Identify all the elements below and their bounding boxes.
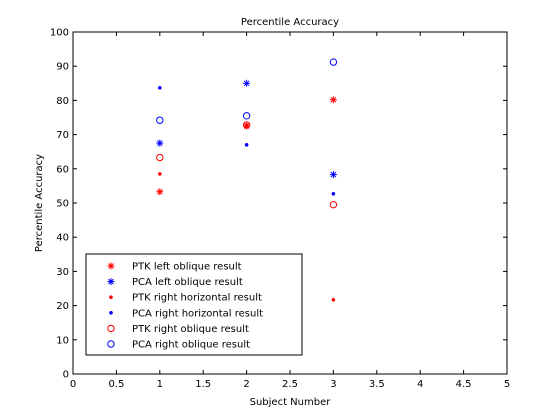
legend-marker — [109, 295, 113, 300]
y-axis-ticks: 0 10 20 30 40 50 60 70 80 90 100 — [50, 28, 507, 381]
y-tick-label: 70 — [56, 130, 69, 141]
legend-entry: PCA left oblique result — [132, 277, 243, 288]
data-point — [329, 96, 337, 104]
legend-marker — [107, 262, 115, 270]
y-tick-label: 20 — [56, 301, 69, 312]
data-point — [329, 201, 338, 209]
data-point — [244, 123, 249, 127]
data-point — [329, 58, 338, 66]
x-tick-label: 1 — [157, 379, 163, 390]
y-tick-label: 0 — [63, 370, 69, 381]
x-tick-label: 4.5 — [456, 379, 472, 390]
x-tick-label: 2 — [243, 379, 249, 390]
y-tick-label: 50 — [56, 199, 69, 210]
legend-entry: PTK right horizontal result — [132, 293, 262, 304]
data-point — [156, 139, 164, 147]
legend-marker — [107, 278, 115, 286]
legend-box — [85, 253, 303, 356]
x-tick-label: 3.5 — [369, 379, 385, 390]
data-point — [156, 153, 164, 162]
data-points — [156, 58, 338, 302]
legend-marker — [107, 340, 115, 348]
x-axis-label: Subject Number — [250, 397, 332, 408]
y-tick-label: 60 — [56, 164, 69, 175]
legend-marker — [109, 311, 113, 315]
legend: PTK left oblique result PCA left oblique … — [85, 253, 303, 356]
y-tick-label: 10 — [56, 335, 69, 346]
data-point — [331, 297, 336, 302]
legend-entry: PCA right horizontal result — [132, 308, 263, 319]
data-point — [243, 79, 251, 87]
y-tick-label: 80 — [56, 96, 69, 107]
chart-title: Percentile Accuracy — [241, 17, 339, 28]
x-axis-ticks: 0 0.5 1 1.5 2 2.5 3 3.5 4 4.5 5 — [70, 32, 510, 390]
data-point — [242, 121, 251, 129]
x-tick-label: 2.5 — [282, 379, 298, 390]
x-tick-label: 0.5 — [108, 379, 124, 390]
x-tick-label: 5 — [504, 379, 510, 390]
legend-marker — [107, 324, 115, 333]
data-point — [156, 188, 164, 196]
data-point — [244, 143, 249, 147]
x-tick-label: 0 — [70, 379, 76, 390]
data-point — [331, 191, 336, 196]
y-axis-label: Percentile Accuracy — [34, 154, 45, 252]
data-point — [329, 171, 337, 179]
y-tick-label: 100 — [50, 28, 69, 39]
data-point — [158, 85, 162, 90]
x-tick-label: 3 — [330, 379, 336, 390]
legend-entry: PCA right oblique result — [132, 340, 250, 351]
y-tick-label: 90 — [56, 62, 69, 73]
legend-entry: PTK left oblique result — [132, 262, 242, 273]
x-tick-label: 4 — [417, 379, 423, 390]
legend-entry: PTK right oblique result — [132, 324, 249, 335]
y-tick-label: 40 — [56, 233, 69, 244]
x-tick-label: 1.5 — [195, 379, 211, 390]
data-point — [242, 112, 251, 120]
data-point — [158, 172, 162, 176]
data-point — [156, 116, 164, 124]
y-tick-label: 30 — [56, 267, 69, 278]
